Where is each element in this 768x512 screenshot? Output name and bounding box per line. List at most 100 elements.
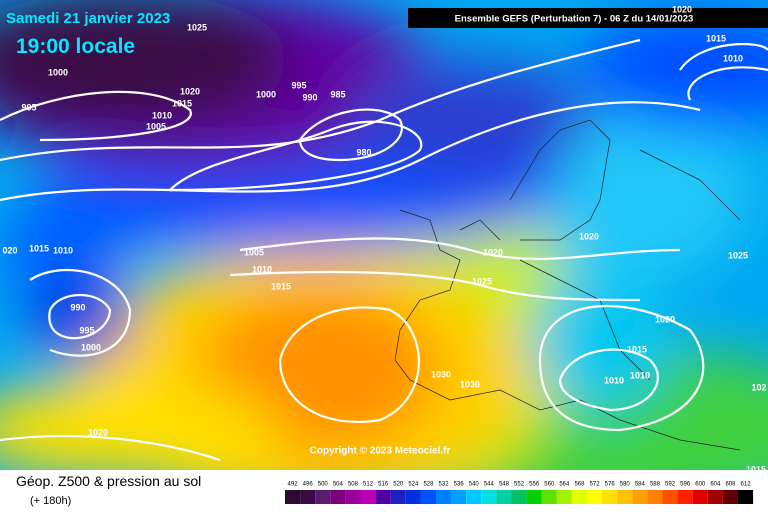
- scale-label: 568: [574, 482, 585, 488]
- isobar-label: 1010: [630, 370, 650, 380]
- isobar-label: 1020: [483, 247, 503, 257]
- scale-label: 596: [680, 482, 691, 488]
- scale-label: 556: [529, 482, 540, 488]
- scale-label: 516: [378, 482, 389, 488]
- isobar-label: 990: [302, 92, 317, 102]
- scale-label: 504: [333, 482, 344, 488]
- scale-label: 588: [650, 482, 661, 488]
- scale-swatch: [390, 490, 406, 504]
- scale-swatch: [571, 490, 587, 504]
- isobar-label: 1010: [53, 245, 73, 255]
- scale-label: 552: [514, 482, 525, 488]
- scale-swatch: [345, 490, 361, 504]
- run-info: Ensemble GEFS (Perturbation 7) - 06 Z du…: [455, 14, 694, 25]
- scale-label: 500: [318, 482, 329, 488]
- scale-label: 508: [348, 482, 359, 488]
- isobar-label: 1005: [146, 121, 166, 131]
- scale-label: 572: [590, 482, 601, 488]
- isobar-label: 995: [21, 102, 36, 112]
- scale-swatch: [692, 490, 708, 504]
- isobar-label: 020: [2, 245, 17, 255]
- scale-label: 592: [665, 482, 676, 488]
- isobar-label: 1025: [472, 276, 492, 286]
- isobar-label: 1015: [746, 464, 766, 474]
- scale-label: 528: [423, 482, 434, 488]
- scale-swatch: [587, 490, 603, 504]
- lead-time: (+ 180h): [30, 495, 71, 507]
- scale-swatch: [677, 490, 693, 504]
- scale-swatch: [662, 490, 678, 504]
- date: Samedi 21 janvier 2023: [6, 10, 170, 27]
- scale-label: 608: [725, 482, 736, 488]
- isobar-label: 1010: [252, 264, 272, 274]
- isobar-label: 1020: [579, 231, 599, 241]
- scale-swatch: [617, 490, 633, 504]
- scale-label: 496: [303, 482, 314, 488]
- isobar-label: 1020: [88, 427, 108, 437]
- legend-title: Géop. Z500 & pression au sol: [16, 473, 201, 489]
- isobar-label: 1015: [29, 243, 49, 253]
- scale-label: 560: [544, 482, 555, 488]
- scale-swatch: [602, 490, 618, 504]
- scale-swatch: [436, 490, 452, 504]
- isobar-label: 102: [751, 382, 766, 392]
- isobar-label: 1000: [81, 342, 101, 352]
- scale-swatch: [722, 490, 738, 504]
- isobar-label: 1000: [256, 89, 276, 99]
- isobar-label: 1000: [48, 67, 68, 77]
- scale-swatch: [541, 490, 557, 504]
- scale-label: 524: [408, 482, 419, 488]
- isobar-label: 1025: [728, 250, 748, 260]
- scale-label: 600: [695, 482, 706, 488]
- isobar-label: 980: [356, 147, 371, 157]
- scale-label: 532: [439, 482, 450, 488]
- scale-swatch: [556, 490, 572, 504]
- scale-swatch: [451, 490, 467, 504]
- color-scale: 492 496 500 504 508 512 516 520 524 528 532 536 540 5…: [285, 482, 754, 504]
- isobar-label: 1020: [655, 314, 675, 324]
- scale-swatch: [420, 490, 436, 504]
- isobar-label: 1010: [723, 53, 743, 63]
- scale-label: 604: [710, 482, 721, 488]
- isobar-label: 995: [291, 80, 306, 90]
- scale-swatch: [647, 490, 663, 504]
- scale-swatch: [738, 490, 754, 504]
- scale-label: 564: [559, 482, 570, 488]
- isobar-label: 1015: [271, 281, 291, 291]
- scale-swatch: [496, 490, 512, 504]
- isobar-label: 1020: [180, 86, 200, 96]
- copyright: Copyright © 2023 Meteociel.fr: [310, 446, 451, 457]
- scale-label: 512: [363, 482, 374, 488]
- isobar-label: 985: [330, 89, 345, 99]
- header-bar: [408, 8, 768, 28]
- scale-label: 492: [288, 482, 299, 488]
- scale-swatch: [375, 490, 391, 504]
- scale-label: 548: [499, 482, 510, 488]
- scale-label: 536: [454, 482, 465, 488]
- isobar-label: 1025: [187, 22, 207, 32]
- isobar-label: 1030: [460, 379, 480, 389]
- scale-swatch: [360, 490, 376, 504]
- scale-label: 584: [635, 482, 646, 488]
- scale-swatch: [405, 490, 421, 504]
- scale-swatch: [285, 490, 301, 504]
- scale-swatch: [511, 490, 527, 504]
- scale-swatch: [481, 490, 497, 504]
- scale-label: 544: [484, 482, 495, 488]
- isobar-label: 1005: [244, 247, 264, 257]
- scale-swatch: [315, 490, 331, 504]
- scale-swatch: [300, 490, 316, 504]
- isobar-label: 995: [79, 325, 94, 335]
- scale-swatch: [632, 490, 648, 504]
- scale-label: 520: [393, 482, 404, 488]
- scale-swatch: [330, 490, 346, 504]
- scale-label: 580: [620, 482, 631, 488]
- isobar-label: 1010: [152, 110, 172, 120]
- scale-label: 612: [741, 482, 752, 488]
- isobar-label: 990: [70, 302, 85, 312]
- time: 19:00 locale: [16, 35, 135, 58]
- isobar-label: 1020: [672, 4, 692, 14]
- isobar-label: 1010: [604, 375, 624, 385]
